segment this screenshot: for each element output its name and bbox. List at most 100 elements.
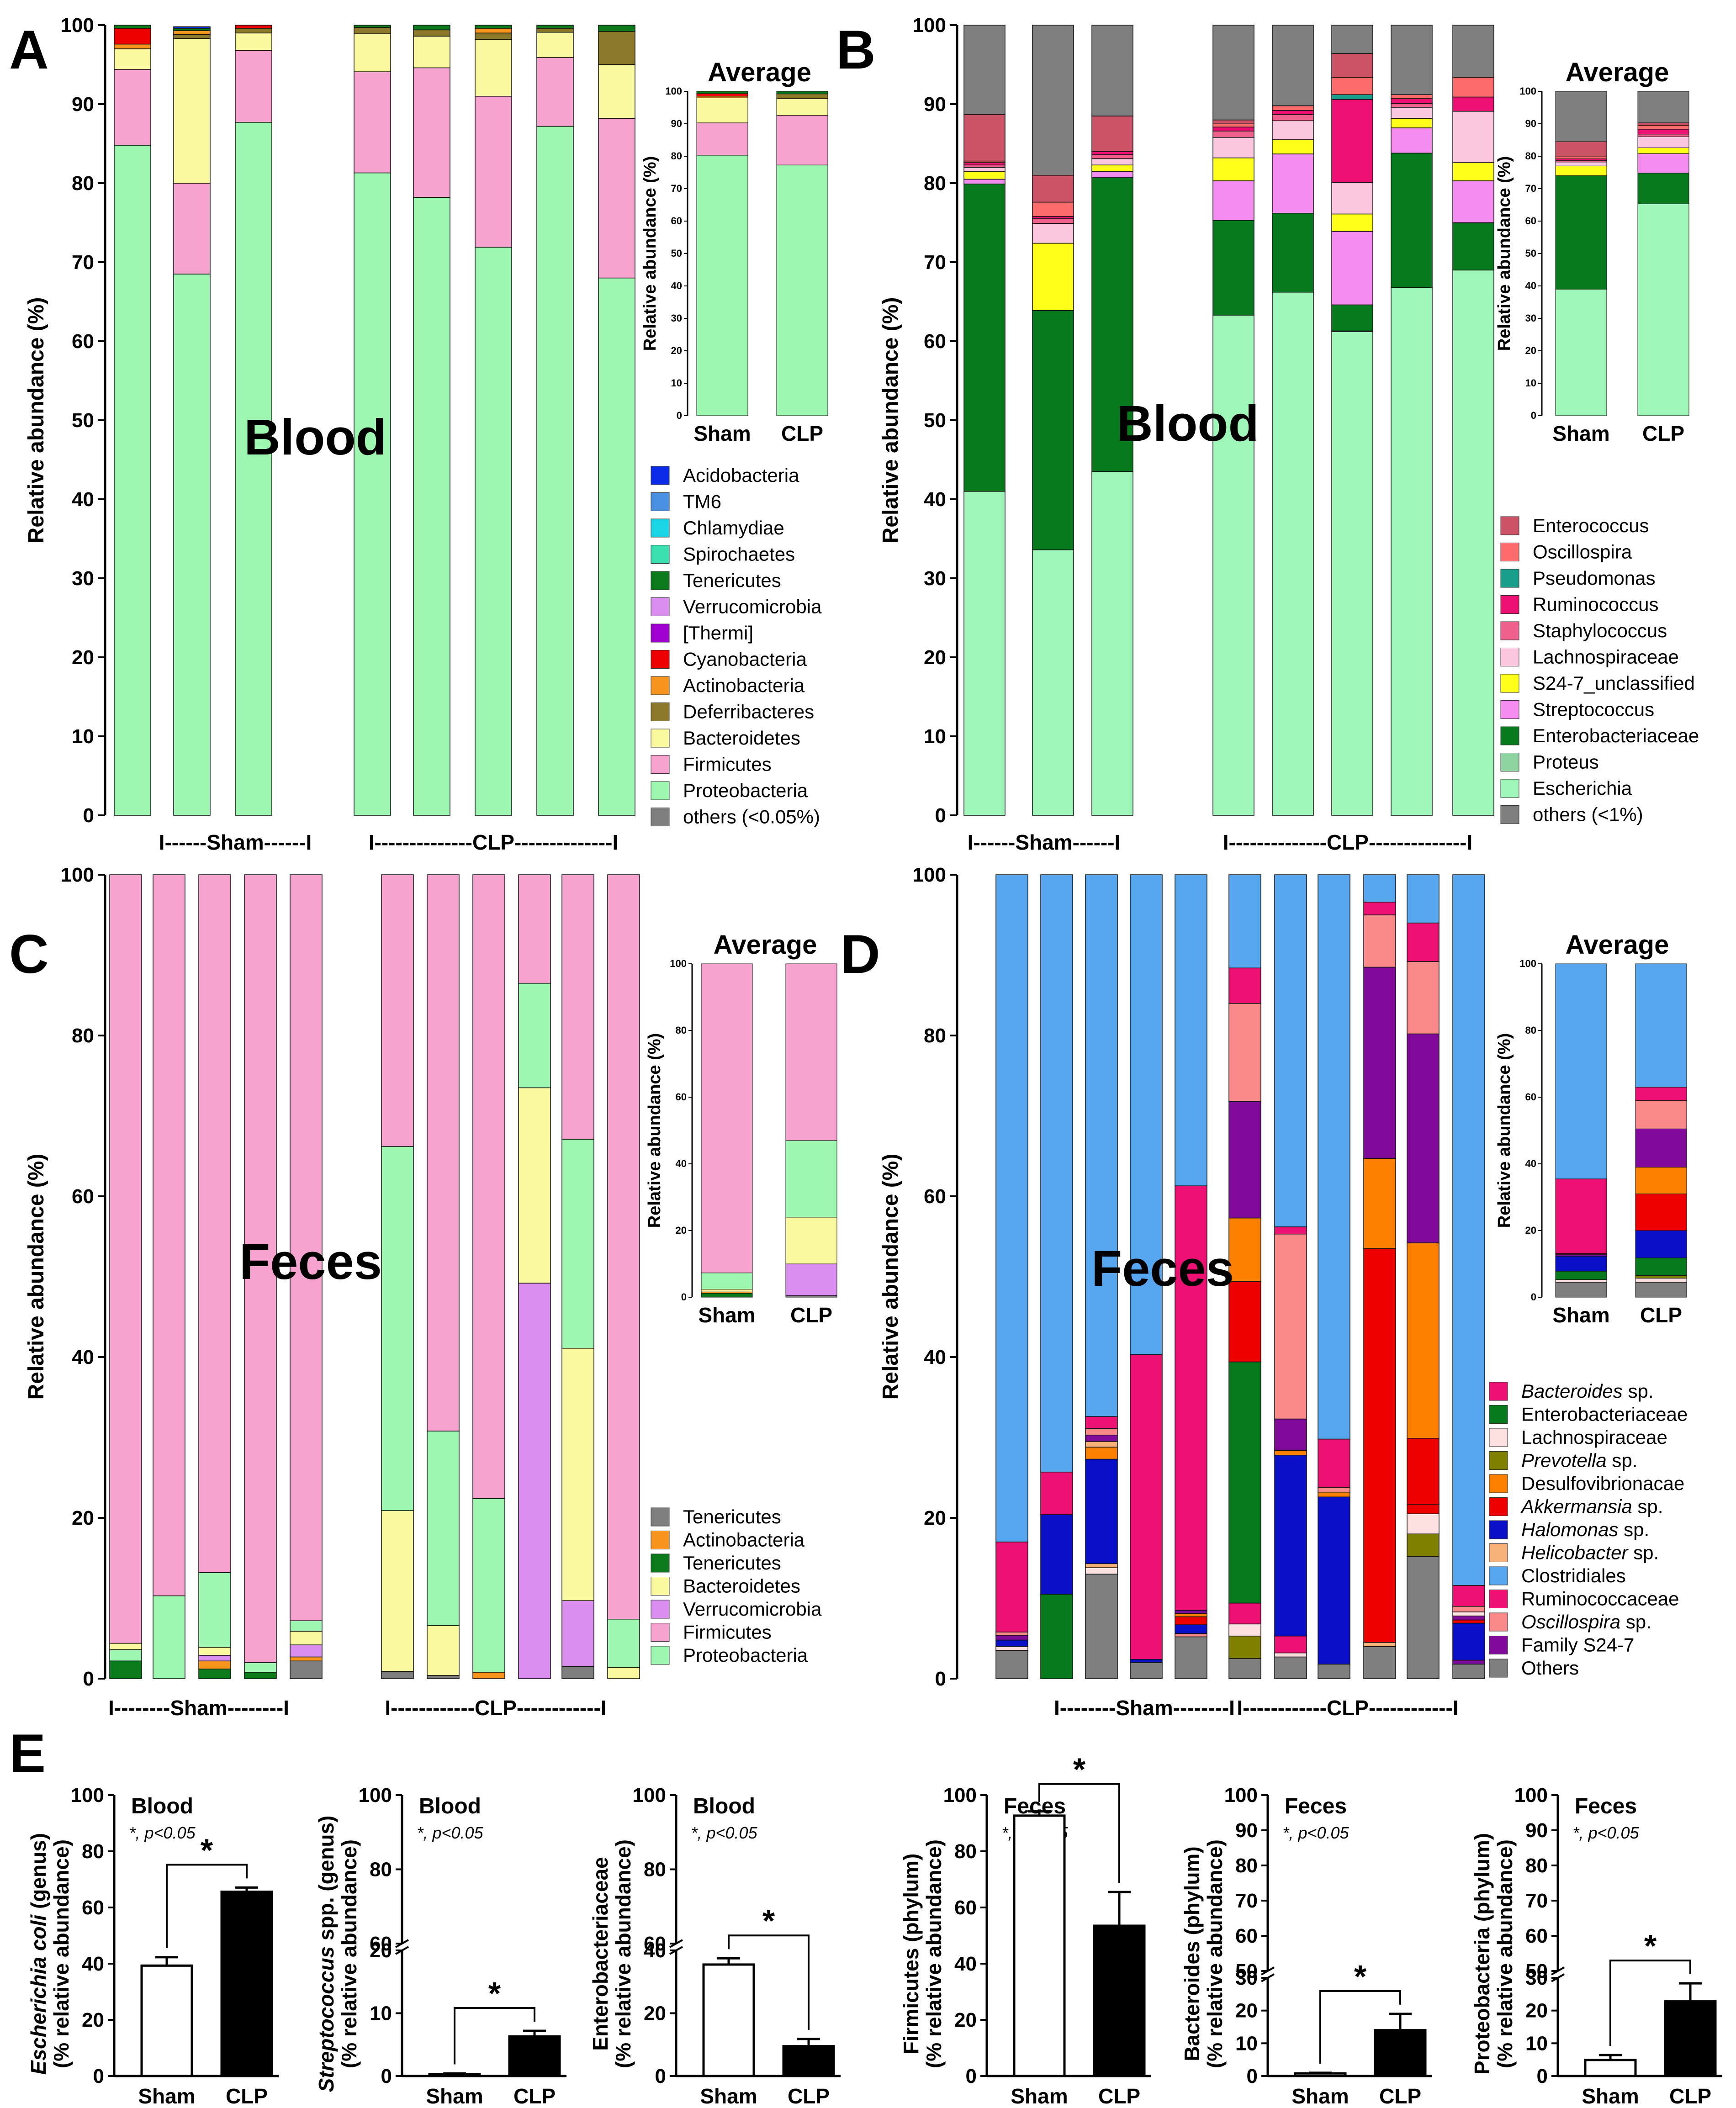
inset-y-axis-title: Relative abundance (%)	[645, 1033, 664, 1228]
bar-segment-enterobacteriaceae	[1331, 304, 1373, 332]
inset-y-tick-label: 0	[681, 1291, 687, 1303]
bar-segment-escherichia	[963, 491, 1006, 816]
bar-segment-streptococcus	[1391, 127, 1433, 154]
y-axis-subtitle: (% relative abundance)	[337, 1839, 361, 2068]
bar-10	[561, 874, 594, 1679]
bar-segment-halomonas	[995, 1639, 1028, 1647]
group-label: I--------------CLP--------------I	[369, 830, 618, 854]
significance-note: *, p<0.05	[691, 1823, 757, 1842]
legend-label-oscillospira: Oscillospira sp.	[1521, 1611, 1651, 1633]
bar-7	[1391, 25, 1433, 816]
y-tick-label: 0	[935, 1668, 946, 1690]
legend: TenericutesActinobacteriaTenericutesBact…	[651, 1506, 822, 1666]
legend-label-clostridiales: Clostridiales	[1521, 1565, 1626, 1586]
inset-segment-lachnospiraceae	[1637, 136, 1689, 148]
inset-segment-family-s24-7	[1635, 1128, 1687, 1168]
bar-segment-actinobacteria	[290, 1656, 323, 1662]
inset-bar-clp	[1637, 91, 1689, 416]
bar-segment-ruminococcaceae	[1407, 922, 1440, 962]
bar-segment-bacteroidetes	[114, 48, 151, 70]
bar-segment-enterobacteriaceae	[1452, 222, 1494, 271]
legend-swatch	[1489, 1590, 1508, 1608]
bar-segment-halomonas	[1040, 1514, 1073, 1595]
bar-segment-cyanobacteria	[235, 25, 272, 29]
y-tick-label: 80	[924, 1025, 946, 1047]
bar-segment-actinobacteria	[114, 43, 151, 49]
y-tick-label: 70	[924, 251, 946, 274]
bar-7	[427, 874, 460, 1679]
x-category-label: CLP	[226, 2084, 268, 2108]
bar-clp	[1374, 2029, 1427, 2077]
bar-segment-acidobacteria	[173, 26, 211, 29]
group-label: I--------Sham--------I	[108, 1696, 289, 1720]
bar-segment-others	[1274, 1656, 1307, 1679]
bar-segment-staphylococcus	[1391, 103, 1433, 108]
subplot-title: Blood	[693, 1794, 755, 1818]
bar-segment-enterobacteriaceae	[1391, 153, 1433, 288]
bar-segment-helicobacter	[1363, 1642, 1396, 1647]
y-tick-label: 70	[72, 251, 94, 274]
inset-segment-others-1	[1637, 91, 1689, 123]
bar-segment-bacteroidetes	[475, 39, 512, 97]
x-category-label: Sham	[1011, 2084, 1068, 2108]
legend-swatch	[1500, 648, 1519, 666]
bar-5	[413, 25, 450, 816]
bar-segment-deferribacteres	[235, 28, 272, 34]
bar-segment-firmicutes	[536, 57, 574, 127]
bar-segment-s24-7-unclassified	[1452, 162, 1494, 181]
inset-segment-staphylococcus	[1637, 134, 1689, 137]
y-tick-label: 20	[644, 2002, 666, 2025]
bar-segment-bacteroidetes	[598, 64, 635, 119]
bar-segment-family-s24-7	[1274, 1418, 1307, 1451]
inset-category-label: CLP	[1640, 1303, 1682, 1327]
legend-swatch	[651, 518, 670, 538]
significance-star: *	[201, 1832, 213, 1868]
inset-y-tick-label: 100	[1519, 85, 1536, 97]
y-tick-label: 60	[72, 1185, 94, 1208]
y-tick-label: 30	[72, 567, 94, 590]
inset-segment-s24-7-unclassified	[1555, 165, 1607, 176]
legend-label-pseudomonas: Pseudomonas	[1533, 567, 1656, 589]
bar-6	[475, 25, 512, 816]
legend-label-chlamydiae: Chlamydiae	[683, 517, 784, 539]
bar-segment-bacteroidetes	[354, 33, 391, 72]
bar-segment-ruminococcaceae	[1228, 967, 1261, 1004]
bar-segment-firmicutes	[475, 95, 512, 248]
bar-segment-clostridiales	[1318, 874, 1350, 1440]
inset-segment-enterobacteriaceae	[1635, 1257, 1687, 1276]
inset-y-tick-label: 40	[671, 280, 682, 291]
y-tick-label: 40	[954, 1953, 977, 1975]
bar-segment-others	[1407, 1556, 1440, 1679]
bar-11	[607, 874, 640, 1679]
inset-y-tick-label: 20	[671, 345, 682, 356]
bar-segment-clostridiales	[1452, 874, 1485, 1586]
legend-swatch	[651, 755, 670, 774]
x-category-label: CLP	[1098, 2084, 1140, 2108]
bar-4	[1130, 874, 1163, 1679]
bar-segment-proteobacteria	[475, 247, 512, 816]
inset-segment-tenericutes	[696, 91, 748, 94]
bar-segment-others	[1175, 1636, 1207, 1679]
bar-segment-akkermansia	[1175, 1616, 1207, 1625]
y-tick-label: 40	[924, 488, 946, 511]
bar-segment-oscillospira	[1228, 1003, 1261, 1102]
bar-segment-proteobacteria	[198, 1572, 231, 1648]
subplot-title: Blood	[131, 1794, 193, 1818]
bar-segment-verrucomicrobia	[561, 1600, 594, 1667]
legend-label-others-1: others (<1%)	[1533, 804, 1643, 825]
bar-clp	[782, 2045, 835, 2077]
bar-3	[1091, 25, 1133, 816]
legend-label-prevotella: Prevotella sp.	[1521, 1450, 1637, 1471]
inset-y-tick-label: 0	[677, 410, 682, 421]
bar-segment-s24-7-unclassified	[1091, 164, 1133, 172]
bar-segment-ruminococcus	[1331, 99, 1373, 183]
bar-segment-halomonas	[1175, 1624, 1207, 1634]
bar-segment-verrucomicrobia	[198, 1655, 231, 1662]
bar-segment-firmicutes	[198, 874, 231, 1573]
bar-segment-oscillospira	[1331, 77, 1373, 95]
inset-segment-oscillospira	[1635, 1100, 1687, 1129]
legend-swatch	[1489, 1474, 1508, 1493]
bar-segment-oscillospira	[1032, 201, 1074, 217]
bar-segment-akkermansia	[1407, 1504, 1440, 1514]
bar-8	[1452, 25, 1494, 816]
